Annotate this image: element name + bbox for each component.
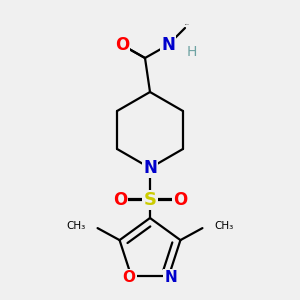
Text: CH₃: CH₃ [214, 221, 234, 231]
Text: O: O [123, 270, 136, 285]
Text: O: O [115, 36, 129, 54]
Text: S: S [143, 191, 157, 209]
Text: O: O [113, 191, 127, 209]
Text: H: H [187, 45, 197, 59]
Text: methyl: methyl [184, 24, 189, 25]
Text: N: N [164, 270, 177, 285]
Text: CH₃: CH₃ [66, 221, 85, 231]
Text: N: N [143, 159, 157, 177]
Text: O: O [173, 191, 187, 209]
Text: N: N [161, 36, 175, 54]
